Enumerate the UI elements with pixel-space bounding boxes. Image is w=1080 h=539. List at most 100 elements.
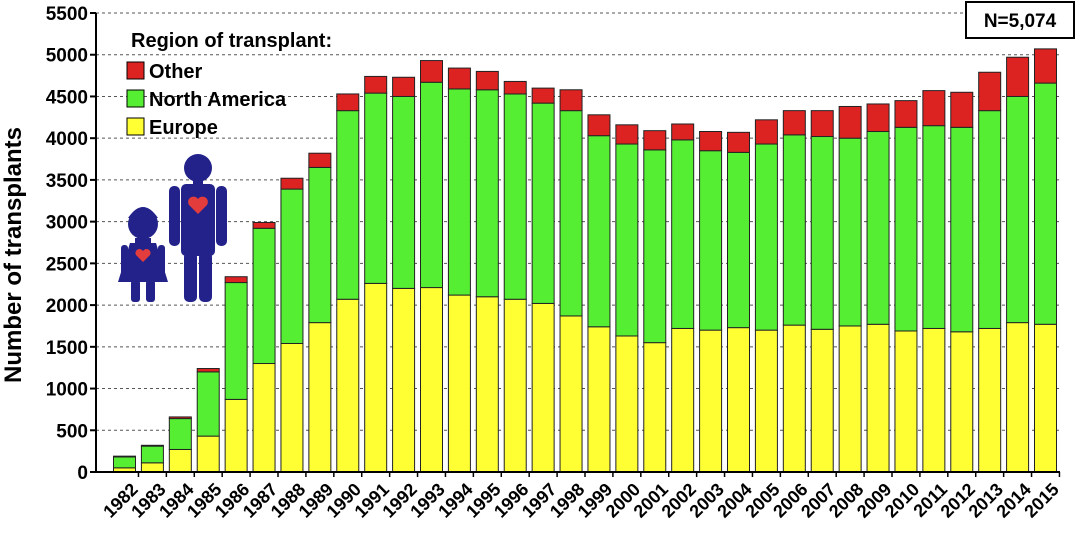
bar-segment-other: [1006, 56, 1030, 97]
bar-segment-other: [559, 89, 583, 112]
bar-segment-other: [196, 368, 220, 373]
bar-segment-north-america: [475, 89, 499, 298]
n-annotation-box: N=5,074: [965, 1, 1075, 39]
legend-label-europe: Europe: [149, 117, 218, 139]
bar-segment-north-america: [1034, 82, 1057, 325]
x-axis-ticks: 1982198319841985198619871988198919901991…: [99, 472, 1063, 522]
bar-segment-other: [503, 80, 527, 95]
bar-segment-north-america: [727, 151, 750, 329]
y-tick-label: 5000: [46, 46, 88, 67]
bar-segment-other: [531, 87, 555, 104]
child-figure-icon: [118, 207, 168, 302]
n-annotation-text: N=5,074: [984, 11, 1057, 32]
bar-segment-europe: [336, 298, 360, 473]
bar-segment-other: [252, 221, 276, 229]
bar-segment-europe: [1006, 322, 1030, 473]
legend-label-other: Other: [149, 61, 203, 83]
legend: Region of transplant: Other North Americ…: [126, 30, 332, 139]
bar-segment-europe: [615, 335, 639, 473]
y-tick-label: 3000: [46, 213, 88, 234]
y-tick-label: 3500: [46, 171, 88, 192]
bar-segment-other: [866, 103, 890, 133]
y-tick-label: 1000: [46, 380, 88, 401]
bar-segment-europe: [364, 282, 388, 473]
legend-swatch-europe: [126, 117, 145, 136]
bar-segment-north-america: [503, 93, 527, 300]
bar-segment-north-america: [392, 95, 416, 289]
bar-segment-other: [922, 90, 946, 127]
bar-segment-other: [336, 93, 360, 112]
bar-segment-europe: [754, 329, 778, 473]
bar-segment-europe: [447, 294, 471, 473]
y-tick-label: 4500: [46, 87, 88, 108]
bar-segment-europe: [922, 327, 946, 473]
bar-segment-europe: [1034, 323, 1057, 473]
bar-segment-north-america: [280, 188, 304, 344]
bar-segment-europe: [950, 331, 974, 473]
bar-segment-other: [475, 70, 499, 91]
legend-title: Region of transplant:: [131, 30, 332, 52]
y-tick-label: 4000: [46, 129, 88, 150]
bar-segment-europe: [782, 324, 806, 473]
bar-segment-other: [838, 105, 862, 139]
bar-segment-north-america: [420, 81, 443, 289]
bars: [113, 48, 1057, 473]
bar-segment-europe: [196, 435, 220, 473]
bar-segment-other: [420, 60, 443, 83]
bar-segment-other: [615, 124, 639, 145]
bar-segment-north-america: [336, 110, 360, 300]
bar-segment-north-america: [559, 110, 583, 317]
y-tick-label: 1500: [46, 338, 88, 359]
bar-segment-europe: [838, 325, 862, 473]
bar-segment-north-america: [252, 227, 276, 365]
bar-segment-other: [224, 276, 248, 284]
legend-swatch-north-america: [126, 89, 145, 108]
y-tick-label: 500: [56, 421, 88, 442]
bar-segment-north-america: [364, 92, 388, 284]
y-tick-label: 2500: [46, 254, 88, 275]
bar-segment-north-america: [699, 150, 723, 331]
bar-segment-north-america: [308, 166, 332, 324]
bar-segment-europe: [978, 327, 1002, 473]
y-axis-title: Number of transplants: [0, 127, 27, 383]
adult-heart-icon: [188, 196, 208, 214]
bar-segment-north-america: [782, 134, 806, 326]
y-tick-label: 2000: [46, 296, 88, 317]
bar-segment-other: [810, 110, 834, 138]
bar-segment-north-america: [978, 110, 1002, 329]
bar-segment-other: [280, 177, 304, 190]
bar-segment-other: [894, 100, 918, 128]
bar-segment-other: [699, 131, 723, 152]
bar-segment-north-america: [810, 136, 834, 330]
bar-segment-north-america: [531, 102, 555, 304]
y-tick-label: 0: [77, 463, 88, 484]
bar-segment-other: [978, 71, 1002, 112]
bar-segment-other: [950, 91, 974, 128]
legend-swatch-other: [126, 61, 145, 80]
bar-segment-other: [782, 110, 806, 136]
bar-segment-europe: [280, 342, 304, 473]
bar-segment-europe: [727, 327, 750, 473]
bar-segment-north-america: [950, 126, 974, 333]
y-tick-label: 5500: [46, 4, 88, 25]
bar-segment-europe: [224, 398, 248, 473]
bar-segment-europe: [587, 326, 611, 473]
bar-segment-europe: [420, 287, 443, 473]
bar-segment-other: [727, 131, 750, 153]
bar-segment-other: [587, 114, 611, 137]
bar-segment-europe: [475, 296, 499, 473]
bar-segment-europe: [671, 327, 695, 473]
bar-segment-other: [168, 416, 192, 420]
bar-segment-europe: [308, 322, 332, 473]
bar-segment-europe: [866, 323, 890, 473]
bar-segment-north-america: [866, 131, 890, 325]
child-heart-icon: [135, 248, 151, 262]
y-axis-ticks: 0 500 1000 1500 2000 2500 3000 3500 4000 4500 5000…: [46, 4, 96, 484]
bar-segment-north-america: [894, 126, 918, 332]
bar-segment-north-america: [643, 149, 667, 344]
bar-segment-europe: [503, 298, 527, 473]
bar-segment-north-america: [922, 125, 946, 329]
bar-segment-north-america: [671, 139, 695, 329]
bar-segment-north-america: [140, 445, 164, 464]
